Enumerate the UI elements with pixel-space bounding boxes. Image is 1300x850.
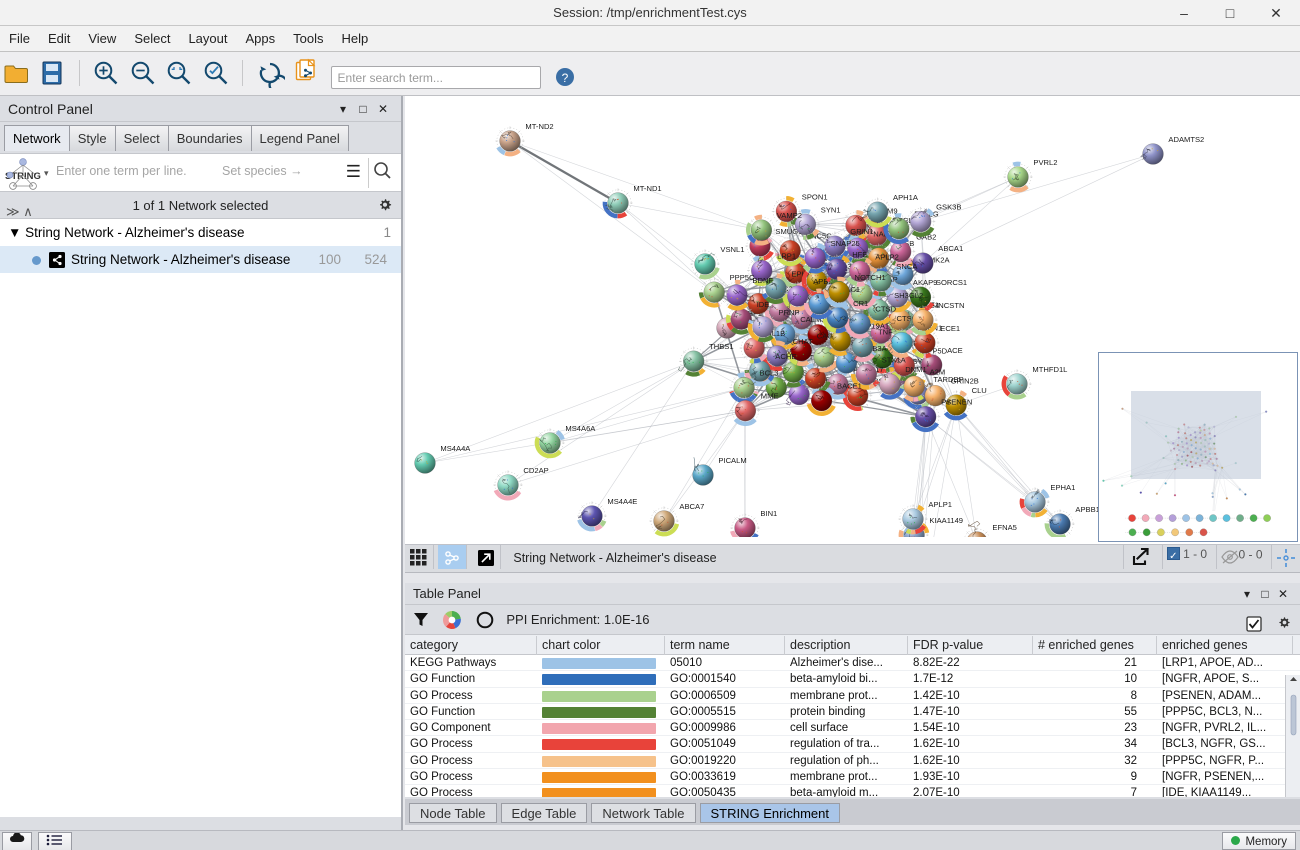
svg-text:PSENEN: PSENEN <box>941 398 972 407</box>
svg-text:GRIN1: GRIN1 <box>850 227 873 236</box>
svg-text:SNCA: SNCA <box>896 262 918 271</box>
svg-text:SH3GL2: SH3GL2 <box>894 291 923 300</box>
svg-text:LRP1: LRP1 <box>777 252 796 261</box>
svg-text:BIN1: BIN1 <box>760 509 777 518</box>
svg-text:ABCA7: ABCA7 <box>679 502 704 511</box>
svg-text:CHAT: CHAT <box>793 337 813 346</box>
svg-text:NCSTN: NCSTN <box>938 301 964 310</box>
svg-text:APH1A: APH1A <box>893 193 919 202</box>
svg-text:SORCS1: SORCS1 <box>936 278 967 287</box>
svg-text:NOTCH1: NOTCH1 <box>855 273 886 282</box>
svg-text:MME: MME <box>761 392 779 401</box>
svg-text:THBS1: THBS1 <box>709 342 733 351</box>
svg-text:ADAMTS2: ADAMTS2 <box>1168 135 1204 144</box>
svg-text:BDNF: BDNF <box>752 276 773 285</box>
svg-text:GSK3B: GSK3B <box>936 203 961 212</box>
svg-text:MS4A4E: MS4A4E <box>607 497 637 506</box>
svg-text:ABCA1: ABCA1 <box>938 244 963 253</box>
svg-text:EFNA5: EFNA5 <box>992 523 1016 532</box>
svg-text:MT-ND1: MT-ND1 <box>633 184 661 193</box>
svg-text:EPHA1: EPHA1 <box>1050 483 1075 492</box>
svg-text:BACE1: BACE1 <box>837 382 862 391</box>
svg-text:SYN1: SYN1 <box>821 205 841 214</box>
svg-text:CTSD: CTSD <box>875 305 896 314</box>
svg-text:APLP2: APLP2 <box>875 252 899 261</box>
svg-text:CLU: CLU <box>972 386 987 395</box>
svg-text:GRIN2B: GRIN2B <box>951 377 979 386</box>
svg-text:VSNL1: VSNL1 <box>720 245 744 254</box>
svg-text:ECE1: ECE1 <box>940 324 960 333</box>
svg-text:PVRL2: PVRL2 <box>1033 158 1057 167</box>
svg-text:CR1: CR1 <box>853 299 868 308</box>
svg-text:PPP5C: PPP5C <box>730 273 755 282</box>
svg-text:IDE: IDE <box>757 300 770 309</box>
svg-text:ACHE: ACHE <box>775 352 796 361</box>
svg-text:AKAP9: AKAP9 <box>913 278 937 287</box>
svg-text:SPON1: SPON1 <box>802 192 828 201</box>
svg-text:DNM1: DNM1 <box>905 365 927 374</box>
svg-text:SNAP25: SNAP25 <box>831 239 860 248</box>
svg-text:MT-ND2: MT-ND2 <box>525 122 553 131</box>
svg-text:BCL3: BCL3 <box>760 369 779 378</box>
svg-text:VAMP2: VAMP2 <box>777 211 802 220</box>
svg-text:MTHFD1L: MTHFD1L <box>1032 365 1067 374</box>
svg-text:APBB1: APBB1 <box>1075 505 1099 514</box>
svg-text:MS4A4A: MS4A4A <box>440 444 471 453</box>
svg-text:KIAA1149: KIAA1149 <box>929 516 963 525</box>
svg-text:ACE: ACE <box>947 346 963 355</box>
svg-text:PICALM: PICALM <box>718 456 746 465</box>
svg-text:?: ? <box>562 71 569 85</box>
svg-text:APLP1: APLP1 <box>928 500 952 509</box>
svg-text:A2M: A2M <box>930 367 946 376</box>
svg-text:MS4A6A: MS4A6A <box>565 424 596 433</box>
svg-text:CD2AP: CD2AP <box>523 466 548 475</box>
svg-text:PRNP: PRNP <box>779 308 800 317</box>
